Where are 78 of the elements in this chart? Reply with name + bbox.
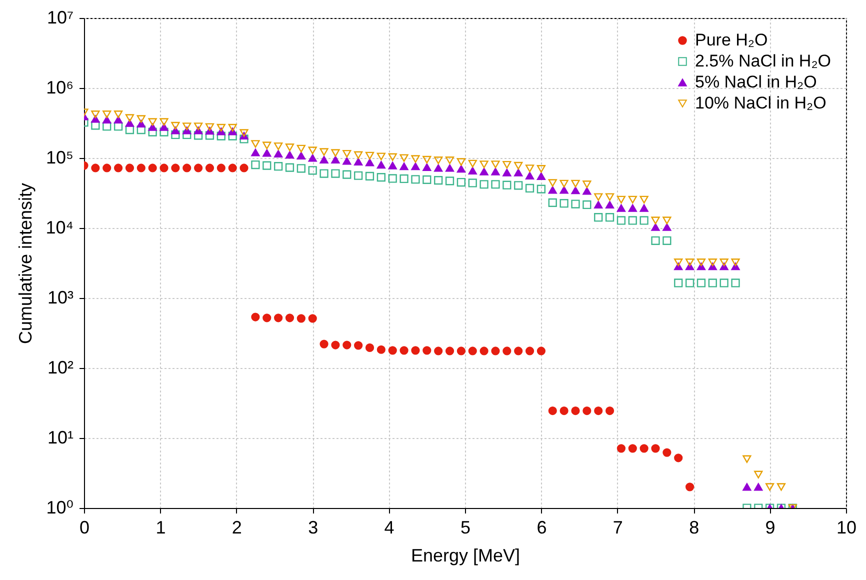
point	[102, 164, 112, 172]
y-tick-label: 10⁶	[46, 78, 74, 98]
x-tick-label: 5	[460, 518, 471, 538]
point	[662, 448, 672, 457]
x-tick-label: 4	[384, 518, 394, 538]
point	[365, 343, 374, 352]
point	[308, 314, 317, 323]
x-tick-label: 7	[612, 518, 623, 538]
y-tick-label: 10²	[47, 358, 74, 378]
point	[456, 346, 466, 356]
y-axis-title: Cumulative intensity	[16, 182, 36, 344]
point	[605, 406, 614, 416]
x-tick-label: 3	[308, 518, 318, 538]
x-tick-label: 2	[232, 518, 242, 538]
point	[216, 164, 226, 172]
point	[91, 164, 100, 172]
x-tick-label: 0	[79, 518, 90, 538]
point	[136, 164, 146, 172]
point	[571, 406, 580, 416]
point	[285, 314, 294, 322]
legend-label: Pure H₂O	[695, 30, 768, 50]
x-tick-label: 10	[836, 518, 857, 538]
point	[491, 346, 500, 356]
point	[582, 406, 592, 416]
y-tick-label: 10⁴	[46, 218, 74, 238]
point	[548, 406, 557, 416]
point	[125, 164, 134, 172]
y-tick-label: 10⁵	[46, 148, 74, 168]
y-tick-label: 10⁷	[46, 8, 74, 28]
point	[445, 346, 454, 356]
point	[182, 164, 192, 172]
legend-label: 10% NaCl in H₂O	[695, 94, 826, 112]
point	[296, 314, 306, 323]
point	[502, 346, 512, 356]
point	[468, 346, 477, 356]
point	[514, 346, 523, 356]
point	[205, 164, 214, 172]
point	[422, 346, 432, 355]
legend-label: 2.5% NaCl in H₂O	[695, 52, 832, 70]
point	[194, 164, 203, 172]
point	[400, 346, 408, 355]
point	[480, 346, 488, 356]
y-tick-label: 10⁰	[46, 498, 74, 518]
point	[560, 406, 568, 416]
point	[251, 312, 260, 322]
point	[536, 346, 546, 356]
x-tick-label: 9	[765, 518, 776, 538]
legend-label: 5% NaCl in H₂O	[695, 72, 817, 92]
point	[320, 340, 328, 348]
point	[376, 345, 386, 354]
point	[240, 164, 248, 172]
point	[114, 164, 123, 172]
point	[171, 164, 180, 172]
point	[411, 346, 420, 355]
y-tick-label: 10¹	[47, 428, 74, 448]
point	[674, 454, 683, 462]
point	[685, 482, 694, 492]
point	[148, 164, 157, 172]
x-tick-label: 6	[536, 518, 547, 538]
point	[628, 444, 637, 453]
point	[354, 341, 363, 350]
point	[434, 346, 443, 356]
point	[160, 164, 168, 172]
point	[228, 164, 237, 172]
point	[594, 406, 603, 416]
point	[274, 314, 283, 322]
point	[640, 444, 648, 453]
point	[331, 340, 340, 350]
x-axis-title: Energy [MeV]	[410, 546, 520, 566]
point	[342, 340, 352, 350]
point	[388, 346, 397, 355]
point	[262, 314, 272, 322]
point	[616, 444, 626, 453]
point	[651, 444, 660, 453]
x-tick-label: 1	[156, 518, 166, 538]
x-tick-label: 8	[689, 518, 700, 538]
point	[525, 346, 534, 356]
y-tick-label: 10³	[47, 288, 74, 308]
